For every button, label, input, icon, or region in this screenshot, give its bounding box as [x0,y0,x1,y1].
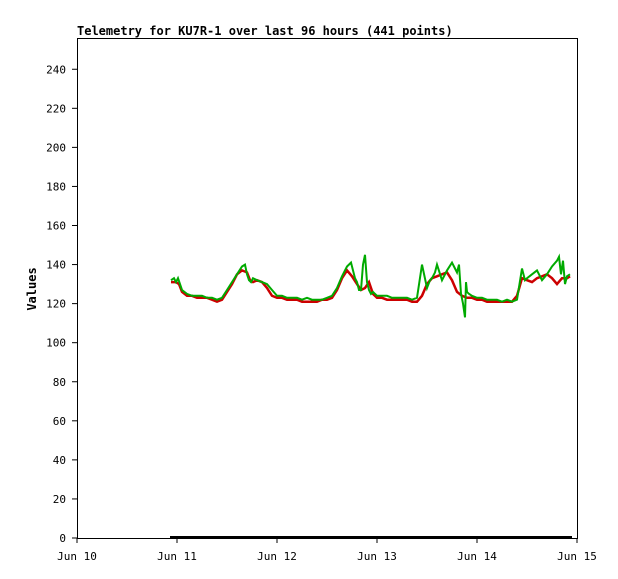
series-group [170,253,572,538]
y-tick-label: 20 [53,493,66,506]
y-tick-label: 0 [59,532,66,545]
y-tick-label: 180 [46,180,66,193]
y-tick-label: 160 [46,220,66,233]
y-tick-label: 40 [53,454,66,467]
series-line-green [170,253,571,318]
y-tick-label: 140 [46,259,66,272]
x-tick-label: Jun 14 [457,550,497,563]
x-tick-label: Jun 12 [257,550,297,563]
x-tick-label: Jun 15 [557,550,597,563]
y-tick-label: 240 [46,63,66,76]
y-tick-label: 60 [53,415,66,428]
x-tick-label: Jun 13 [357,550,397,563]
y-tick-label: 120 [46,298,66,311]
y-axis-label: Values [25,267,39,310]
y-axis: 0 20 40 60 80 100 120 140 160 180 200 220 240 [46,63,77,545]
series-line-red [171,268,571,304]
y-tick-label: 80 [53,376,66,389]
y-tick-label: 100 [46,337,66,350]
x-tick-label: Jun 11 [157,550,197,563]
chart-title: Telemetry for KU7R-1 over last 96 hours … [77,24,453,38]
y-tick-label: 200 [46,141,66,154]
y-tick-label: 220 [46,102,66,115]
x-axis: Jun 10 Jun 11 Jun 12 Jun 13 Jun 14 Jun 15 [57,538,597,563]
x-tick-label: Jun 10 [57,550,97,563]
plot-frame [77,38,578,539]
